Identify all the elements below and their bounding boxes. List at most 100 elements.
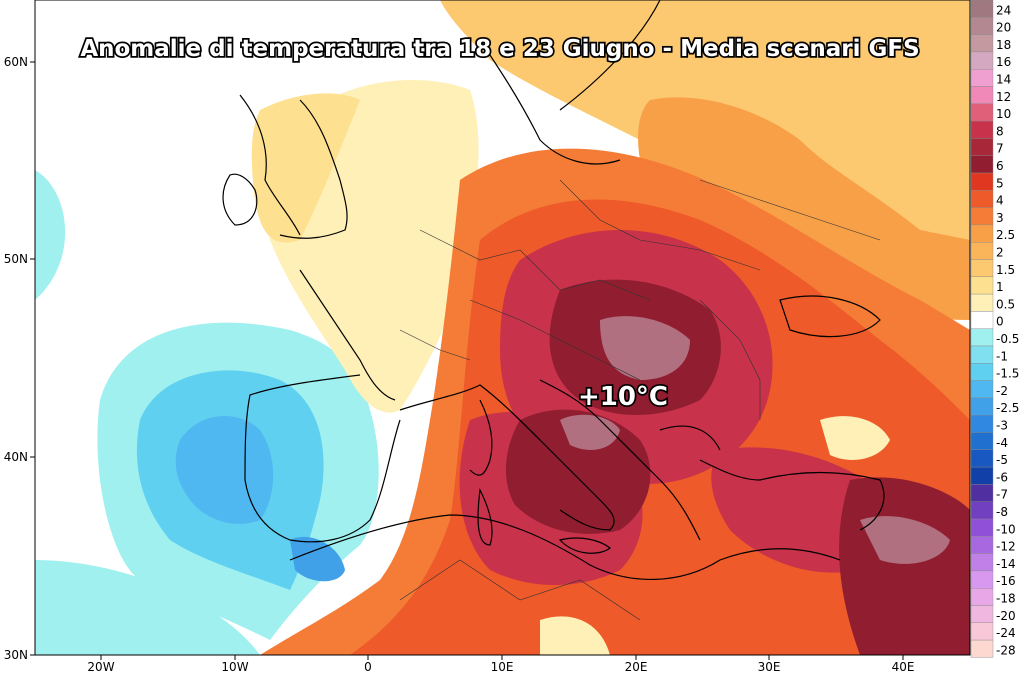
legend-label: -6 — [996, 470, 1008, 484]
latitude-axis: 60N 50N 40N 30N — [4, 55, 35, 662]
legend-label: -8 — [996, 505, 1008, 519]
legend-label: -2 — [996, 384, 1008, 398]
legend-label: -24 — [996, 626, 1016, 640]
legend-swatch — [970, 51, 994, 70]
border-line-3 — [559, 179, 761, 271]
coast-black-sea — [779, 295, 881, 338]
legend-swatch — [970, 120, 994, 139]
lon-label-0: 0 — [364, 660, 372, 674]
legend-swatch — [970, 0, 994, 18]
legend-label: 4 — [996, 194, 1004, 208]
coast-scandinavia — [479, 39, 621, 165]
legend-label: -1 — [996, 349, 1008, 363]
coast-adriatic — [539, 379, 701, 541]
legend-swatch — [970, 397, 994, 416]
legend-label: 2.5 — [996, 228, 1015, 242]
lon-label-20e: 20E — [625, 660, 648, 674]
extreme-core-east — [860, 516, 950, 564]
legend-swatch — [970, 622, 994, 641]
legend-swatch — [970, 501, 994, 520]
legend-swatch — [970, 588, 994, 606]
lon-label-30e: 30E — [758, 660, 781, 674]
border-line-6 — [699, 179, 881, 241]
legend-label: 24 — [996, 3, 1011, 17]
legend-label: -18 — [996, 592, 1016, 606]
legend-swatch — [970, 103, 994, 122]
legend-swatch — [970, 259, 994, 277]
legend-swatch — [970, 415, 994, 433]
legend-swatch — [970, 155, 994, 174]
lat-label-30n: 30N — [4, 648, 28, 662]
legend-label: 2 — [996, 246, 1004, 260]
legend-swatch — [970, 138, 994, 156]
legend-swatch — [970, 86, 994, 104]
legend-swatch — [970, 639, 994, 658]
country-borders — [399, 179, 881, 621]
map-plot-area — [35, 0, 970, 655]
legend-swatch — [970, 34, 994, 53]
extreme-core — [600, 316, 690, 380]
legend-label: -4 — [996, 436, 1008, 450]
coast-ireland — [222, 173, 258, 226]
legend-swatch — [970, 293, 994, 312]
legend-label: 3 — [996, 211, 1004, 225]
legend-label: -20 — [996, 609, 1016, 623]
cool-anomaly-west-edge — [35, 170, 66, 300]
warm-zone-east — [638, 97, 970, 320]
legend-label: 7 — [996, 142, 1004, 156]
legend-label: 10 — [996, 107, 1011, 121]
border-line-4 — [699, 299, 761, 420]
legend-label: 12 — [996, 90, 1011, 104]
legend-label: -7 — [996, 488, 1008, 502]
coast-corsica — [469, 399, 493, 476]
legend-swatch — [970, 241, 994, 260]
legend-label: -2.5 — [996, 401, 1019, 415]
legend-swatch — [970, 172, 994, 191]
border-line-1 — [419, 229, 651, 301]
neutral-patch-east-med — [820, 416, 890, 460]
lon-label-10e: 10E — [491, 660, 514, 674]
legend-swatch — [970, 207, 994, 226]
legend-swatch — [970, 311, 994, 329]
legend-label: -1.5 — [996, 367, 1019, 381]
coast-italy-west — [399, 384, 615, 531]
mild-zone-uk — [251, 93, 360, 243]
legend-label: -12 — [996, 540, 1016, 554]
coast-north-africa — [289, 514, 841, 580]
legend-swatch — [970, 276, 994, 295]
legend-label: 14 — [996, 73, 1011, 87]
legend-swatch — [970, 363, 994, 381]
map-title: Anomalie di temperatura tra 18 e 23 Giug… — [80, 36, 919, 62]
legend-label: 16 — [996, 55, 1011, 69]
lon-label-20w: 20W — [87, 660, 114, 674]
legend-label: 0.5 — [996, 297, 1015, 311]
legend-swatch — [970, 432, 994, 450]
cool-anomaly-south-atlantic — [35, 560, 260, 655]
lat-label-60n: 60N — [4, 55, 28, 69]
coast-iberia — [244, 374, 401, 543]
border-line-5 — [399, 329, 471, 361]
lat-label-50n: 50N — [4, 252, 28, 266]
legend-swatch — [970, 484, 994, 502]
legend-label: 1.5 — [996, 263, 1015, 277]
coast-anatolia — [699, 459, 885, 531]
legend-swatch — [970, 345, 994, 364]
border-line-7 — [399, 559, 641, 621]
legend-label: -28 — [996, 643, 1016, 657]
hot-zone-middle-east — [839, 477, 970, 655]
coastlines — [222, 0, 885, 580]
legend-swatch — [970, 536, 994, 554]
border-line-2 — [469, 299, 641, 381]
lon-label-40e: 40E — [892, 660, 915, 674]
extreme-core-italy — [560, 414, 620, 450]
legend-label: -14 — [996, 557, 1016, 571]
lat-label-40n: 40N — [4, 450, 28, 464]
lon-label-10w: 10W — [221, 660, 248, 674]
legend-label: 8 — [996, 124, 1004, 138]
coast-uk-west — [239, 94, 301, 236]
legend-swatch — [970, 328, 994, 347]
legend-swatch — [970, 224, 994, 243]
coast-uk-east — [279, 99, 348, 239]
legend-swatch — [970, 449, 994, 468]
